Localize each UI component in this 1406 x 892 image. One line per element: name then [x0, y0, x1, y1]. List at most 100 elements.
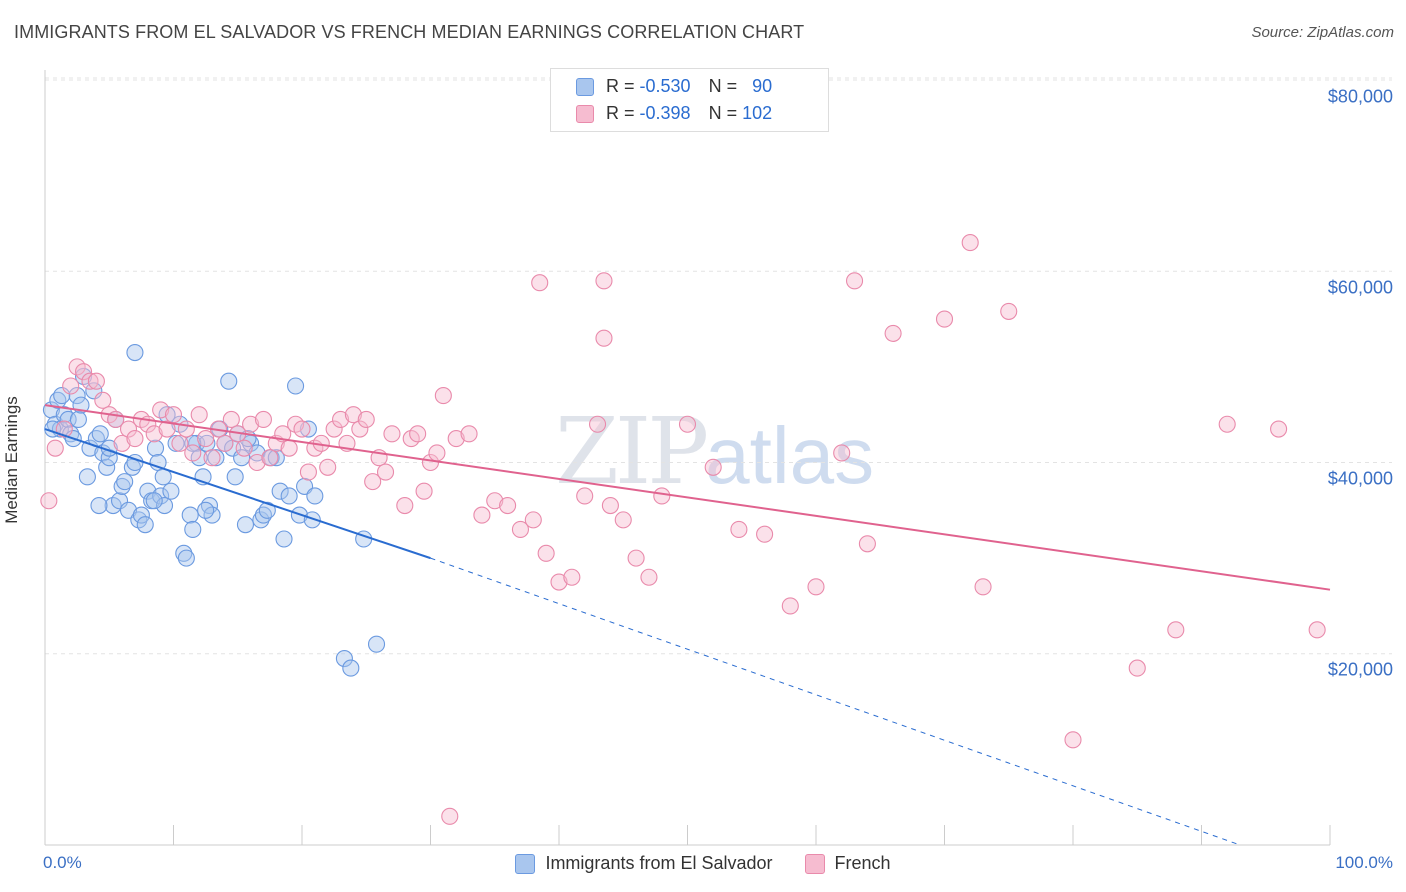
french-point: [357, 410, 375, 429]
french-point: [550, 573, 568, 591]
el-salvador-point: [342, 659, 360, 677]
el-salvador-point: [59, 410, 77, 429]
legend-swatch-el-salvador: [576, 77, 594, 96]
r-value: -0.398: [639, 103, 691, 123]
french-point: [415, 482, 433, 500]
french-point: [756, 525, 774, 543]
french-point: [588, 415, 607, 433]
french-point: [280, 439, 298, 457]
el-salvador-point: [197, 501, 215, 519]
el-salvador-point: [136, 516, 154, 534]
y-tick-label-40000: $40,000: [1327, 468, 1393, 489]
french-point: [113, 434, 131, 452]
el-salvador-point: [98, 458, 116, 476]
french-point: [94, 391, 112, 409]
source-label: Source: ZipAtlas.com: [1251, 24, 1394, 41]
french-point: [473, 506, 491, 524]
watermark-atlas: atlas: [705, 411, 875, 500]
french-point: [331, 410, 350, 429]
french-point: [974, 578, 992, 596]
el-salvador-point: [132, 506, 150, 524]
french-point: [344, 406, 362, 424]
el-salvador-point: [181, 506, 199, 524]
el-salvador-point: [126, 343, 144, 362]
chart-title: IMMIGRANTS FROM EL SALVADOR VS FRENCH ME…: [14, 22, 805, 42]
french-point: [46, 439, 64, 457]
french-point: [81, 372, 99, 390]
legend-swatch-el-salvador: [515, 853, 536, 874]
french-point: [563, 568, 581, 586]
french-point: [164, 406, 183, 424]
r-label: R =: [606, 103, 635, 123]
el-salvador-point: [280, 487, 298, 505]
x-tick-label-0: 0.0%: [43, 853, 82, 872]
el-salvador-point: [78, 468, 96, 486]
french-point: [87, 372, 105, 390]
legend-item-el-salvador[interactable]: Immigrants from El Salvador: [515, 853, 773, 874]
el-salvador-point: [258, 501, 276, 519]
french-point: [242, 415, 260, 433]
el-salvador-point: [146, 439, 165, 457]
french-point: [961, 234, 979, 252]
french-point: [364, 473, 382, 491]
french-point: [75, 363, 93, 381]
el-salvador-point: [236, 516, 255, 534]
french-point: [152, 401, 170, 419]
french-point: [627, 549, 645, 567]
french-point: [216, 434, 234, 452]
french-point: [595, 329, 613, 347]
el-salvador-point: [188, 434, 206, 452]
x-tick-label-1: 100.0%: [1335, 853, 1393, 872]
french-point: [171, 434, 189, 452]
french-point: [531, 274, 549, 292]
french-point: [576, 487, 594, 505]
french-point: [376, 463, 395, 481]
french-point: [595, 272, 613, 290]
french-point: [1064, 731, 1082, 749]
stats-row-french: R = -0.398 N = 102: [576, 103, 772, 124]
el-salvador-point: [91, 425, 109, 443]
r-label: R =: [606, 76, 635, 96]
legend-item-french[interactable]: French: [804, 853, 891, 874]
french-point: [190, 406, 208, 424]
french-point: [935, 310, 954, 328]
french-point: [884, 324, 902, 342]
french-point: [1308, 621, 1326, 639]
el-salvador-point: [145, 492, 163, 510]
french-point: [833, 444, 851, 462]
french-point: [126, 430, 144, 448]
french-point: [184, 444, 202, 462]
french-point: [40, 492, 58, 510]
french-point: [1270, 420, 1288, 438]
el-salvador-point: [184, 434, 202, 452]
y-tick-label-80000: $80,000: [1327, 86, 1393, 107]
el-salvador-point: [155, 496, 174, 515]
french-point: [409, 425, 427, 443]
french-point: [511, 520, 530, 538]
legend-label: French: [834, 853, 891, 873]
el-salvador-point: [287, 377, 305, 395]
french-point: [145, 425, 163, 443]
el-salvador-point: [81, 439, 99, 457]
french-point: [614, 511, 632, 529]
french-point: [486, 492, 504, 510]
el-salvador-point: [367, 635, 386, 653]
el-salvador-point: [233, 449, 251, 467]
french-point: [158, 420, 176, 438]
french-point: [254, 410, 273, 429]
legend-swatch-french: [804, 853, 825, 874]
french-point: [1167, 621, 1185, 639]
el-salvador-point: [69, 410, 87, 429]
legend-label: Immigrants from El Salvador: [545, 853, 773, 873]
french-point: [325, 420, 343, 438]
french-point: [460, 425, 478, 443]
french-point: [62, 377, 80, 395]
french-point: [197, 430, 215, 448]
french-point: [653, 487, 671, 505]
french-point: [55, 420, 73, 438]
french-point: [299, 463, 317, 481]
y-tick-label-20000: $20,000: [1327, 659, 1393, 680]
french-point: [730, 520, 748, 538]
french-point: [177, 420, 195, 438]
